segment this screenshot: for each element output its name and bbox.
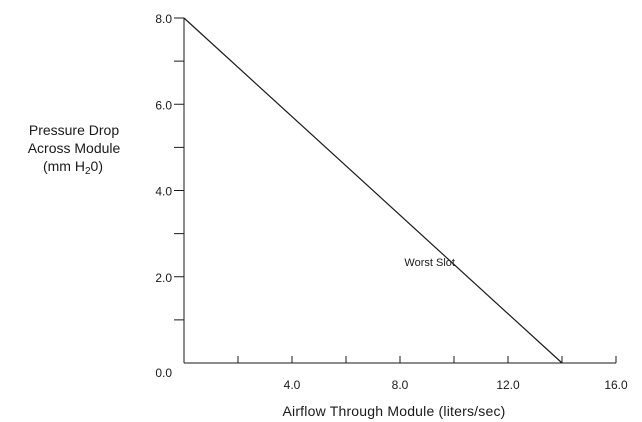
x-ticks <box>183 356 617 363</box>
annotations: Worst Slot <box>404 257 455 269</box>
x-axis-title: Airflow Through Module (liters/sec) <box>282 403 505 419</box>
x-tick-label: 4.0 <box>284 378 301 392</box>
x-tick-label: 12.0 <box>496 378 520 392</box>
y-axis-title-unit-suffix: 0) <box>91 158 103 174</box>
x-tick-labels: 4.0 8.0 12.0 16.0 <box>284 378 628 392</box>
x-tick-label: 16.0 <box>604 378 628 392</box>
series-group <box>183 17 563 364</box>
y-axis-title-line-1: Pressure Drop <box>29 122 119 138</box>
y-tick-label: 8.0 <box>155 12 172 26</box>
y-ticks <box>174 17 184 321</box>
y-axis-title-unit-subscript: 2 <box>85 166 91 177</box>
y-axis-title: Pressure Drop Across Module (mm H20) <box>28 122 121 177</box>
y-tick-label: 6.0 <box>155 98 172 112</box>
y-tick-labels: 0.0 2.0 4.0 6.0 8.0 <box>155 12 172 380</box>
series-annotation: Worst Slot <box>404 257 455 269</box>
y-tick-label: 4.0 <box>155 185 172 199</box>
y-axis-title-unit-prefix: (mm H <box>43 158 85 174</box>
series-line <box>183 17 563 364</box>
axes <box>183 18 616 364</box>
x-tick-label: 8.0 <box>392 378 409 392</box>
y-tick-label: 2.0 <box>155 271 172 285</box>
y-axis-title-line-2: Across Module <box>28 140 121 156</box>
y-tick-label: 0.0 <box>155 366 172 380</box>
y-axis-title-line-3: (mm H20) <box>43 158 103 177</box>
